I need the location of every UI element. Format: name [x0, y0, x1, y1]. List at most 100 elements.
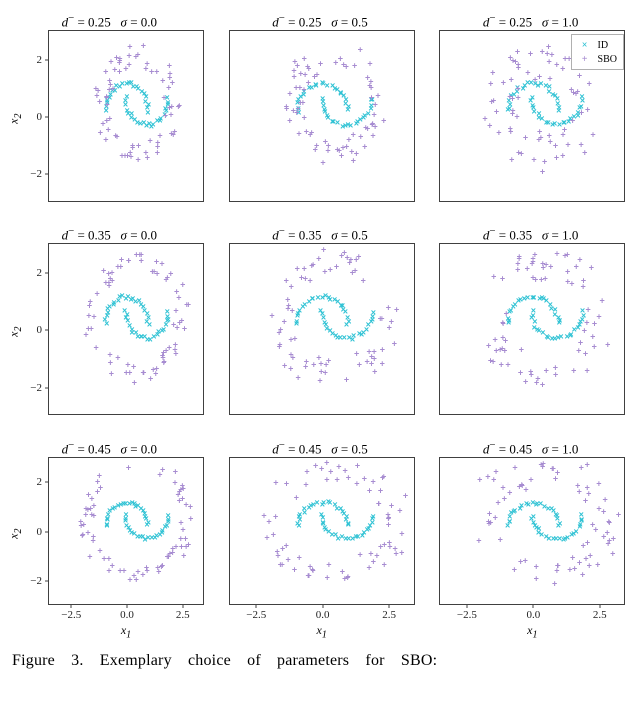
sbo-point: + [107, 85, 112, 94]
sbo-point: + [104, 100, 109, 109]
sbo-point: + [161, 357, 166, 366]
sbo-point: + [290, 353, 295, 362]
sbo-point: + [333, 59, 338, 68]
sbo-point: + [166, 84, 171, 93]
id-point: × [355, 532, 360, 541]
sbo-point: + [303, 363, 308, 372]
sbo-point: + [117, 55, 122, 64]
sbo-point: + [173, 350, 178, 359]
sbo-point: + [365, 125, 370, 134]
sbo-point: + [186, 300, 191, 309]
sbo-point: + [491, 358, 496, 367]
id-point: × [536, 529, 541, 538]
sbo-point: + [78, 517, 83, 526]
sbo-point: + [97, 546, 102, 555]
sbo-point: + [306, 65, 311, 74]
id-point: × [571, 112, 576, 121]
sbo-point: + [301, 86, 306, 95]
id-point: × [507, 104, 512, 113]
id-point: × [125, 317, 130, 326]
sbo-point: + [178, 534, 183, 543]
id-point: × [366, 524, 371, 533]
id-point: × [339, 533, 344, 542]
id-point: × [368, 95, 373, 104]
id-point: × [344, 512, 349, 521]
id-point: × [331, 118, 336, 127]
sbo-point: + [83, 510, 88, 519]
xtick-label: −2.5 [246, 604, 266, 621]
id-point: × [536, 525, 541, 534]
id-point: × [298, 93, 303, 102]
sbo-point: + [91, 501, 96, 510]
id-point: × [360, 531, 365, 540]
id-point: × [340, 122, 345, 131]
sbo-point: + [550, 465, 555, 474]
sbo-point: + [514, 112, 519, 121]
sbo-point: + [180, 482, 185, 491]
sbo-point: + [342, 467, 347, 476]
sbo-point: + [290, 307, 295, 316]
sbo-point: + [581, 542, 586, 551]
sbo-point: + [346, 474, 351, 483]
id-point: × [149, 534, 154, 543]
sbo-point: + [496, 129, 501, 138]
id-point: × [508, 91, 513, 100]
id-point: × [322, 105, 327, 114]
sbo-point: + [386, 304, 391, 313]
sbo-point: + [342, 248, 347, 257]
id-point: × [295, 310, 300, 319]
id-point: × [104, 107, 109, 116]
id-point: × [557, 319, 562, 328]
id-point: × [530, 498, 535, 507]
sbo-point: + [324, 475, 329, 484]
sbo-point: + [80, 531, 85, 540]
id-point: × [531, 518, 536, 527]
sbo-point: + [607, 537, 612, 546]
sbo-point: + [592, 320, 597, 329]
sbo-point: + [381, 116, 386, 125]
sbo-point: + [318, 59, 323, 68]
sbo-point: + [553, 475, 558, 484]
ytick-label: 0 [37, 526, 50, 538]
sbo-point: + [530, 258, 535, 267]
id-point: × [320, 97, 325, 106]
legend: ×ID+SBO [571, 34, 624, 70]
sbo-point: + [165, 273, 170, 282]
sbo-point: + [516, 149, 521, 158]
sbo-point: + [605, 529, 610, 538]
sbo-point: + [555, 561, 560, 570]
id-point: × [296, 108, 301, 117]
sbo-point: + [530, 255, 535, 264]
subplot-title: d− = 0.35 σ = 0.0 [4, 221, 215, 243]
id-point: × [531, 512, 536, 521]
id-point: × [294, 317, 299, 326]
sbo-point: + [303, 481, 308, 490]
sbo-point: + [342, 575, 347, 584]
xlabel: x1 [439, 623, 625, 640]
id-point: × [165, 100, 170, 109]
sbo-point: + [576, 347, 581, 356]
id-point: × [508, 100, 513, 109]
sbo-point: + [486, 518, 491, 527]
id-point: × [540, 329, 545, 338]
sbo-point: + [145, 60, 150, 69]
subplot-title: d− = 0.35 σ = 0.5 [215, 221, 426, 243]
axes: ××××××××××××××××××××××××××××××××××××××××… [229, 243, 415, 415]
sbo-point: + [507, 93, 512, 102]
id-point: × [160, 527, 165, 536]
id-point: × [507, 513, 512, 522]
sbo-point: + [496, 498, 501, 507]
sbo-point: + [553, 142, 558, 151]
sbo-point: + [387, 323, 392, 332]
id-point: × [533, 80, 538, 89]
sbo-point: + [509, 155, 514, 164]
id-point: × [154, 532, 159, 541]
subplot-title: d− = 0.25 σ = 0.5 [215, 8, 426, 30]
id-point: × [536, 114, 541, 123]
sbo-point: + [131, 363, 136, 372]
legend-label: SBO [598, 54, 617, 65]
sbo-point: + [181, 484, 186, 493]
sbo-point: + [548, 263, 553, 272]
sbo-point: + [354, 479, 359, 488]
id-point: × [338, 89, 343, 98]
